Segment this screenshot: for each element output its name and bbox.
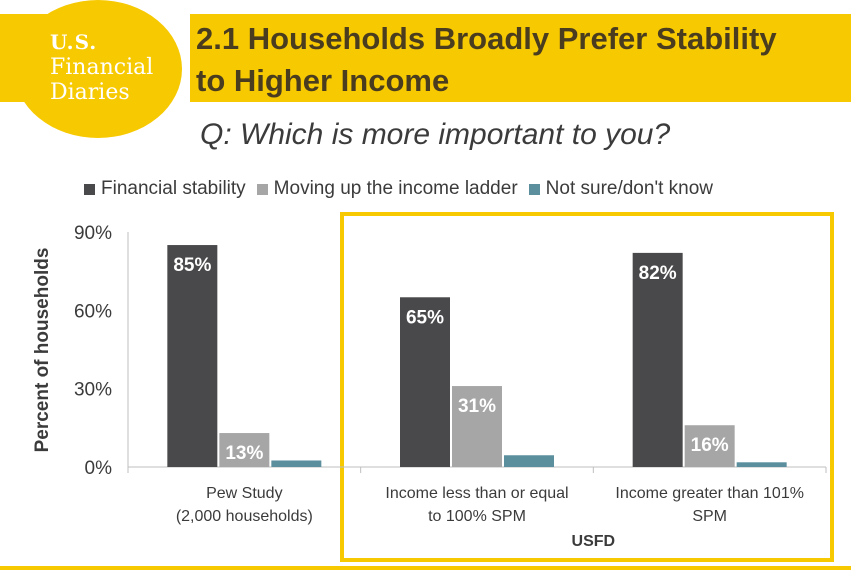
bar-stability [400,297,450,467]
x-category-label: Income greater than 101% [615,485,804,502]
legend-swatch-moving-up [256,183,268,195]
legend-item-not-sure: Not sure/don't know [528,178,713,200]
logo-badge [14,0,182,138]
legend-label-moving-up: Moving up the income ladder [273,178,518,199]
legend-label-stability: Financial stability [101,178,246,199]
usfd-highlight-box [340,212,834,562]
bar-moving-up [219,433,270,467]
title-line-2: to Higher Income [196,63,450,98]
bar-not-sure [271,460,322,467]
x-category-label: (2,000 households) [176,508,313,525]
logo: U.S. Financial Diaries [50,30,180,105]
y-tick-label: 60% [74,301,112,322]
x-category-label: Income less than or equal [385,485,568,502]
legend-swatch-not-sure [528,183,540,195]
data-label: 85% [173,255,211,276]
chart-legend: Financial stability Moving up the income… [84,177,724,201]
bar-stability [632,252,683,467]
title-bar [190,14,851,102]
y-tick-label: 30% [74,380,112,401]
x-category-label: Pew Study [206,485,282,502]
legend-item-moving-up: Moving up the income ladder [256,178,518,200]
x-category-label: to 100% SPM [428,508,526,525]
page-title: 2.1 Households Broadly Prefer Stability … [196,18,836,102]
legend-label-not-sure: Not sure/don't know [545,178,713,199]
x-category-label: SPM [692,508,727,525]
y-tick-label: 90% [74,223,112,244]
data-label: 13% [225,443,263,464]
data-label: 82% [639,263,677,284]
y-axis-label: Percent of households [32,248,53,453]
legend-swatch-stability [84,183,95,195]
bar-moving-up [452,386,502,467]
title-line-1: 2.1 Households Broadly Prefer Stability [196,21,777,56]
bar-not-sure [504,455,554,467]
bar-stability [167,245,218,467]
data-label: 31% [458,396,496,417]
logo-line-financial: Financial [50,55,154,80]
bar-not-sure [736,462,787,467]
bar-moving-up [684,425,735,467]
footer-rule [0,566,851,570]
group-label-usfd: USFD [572,533,616,550]
chart-question: Q: Which is more important to you? [200,118,671,151]
legend-item-stability: Financial stability [84,178,246,200]
logo-line-diaries: Diaries [50,80,130,105]
y-tick-label: 0% [85,458,113,479]
data-label: 16% [691,435,729,456]
logo-line-us: U.S. [50,30,98,54]
data-label: 65% [406,307,444,328]
